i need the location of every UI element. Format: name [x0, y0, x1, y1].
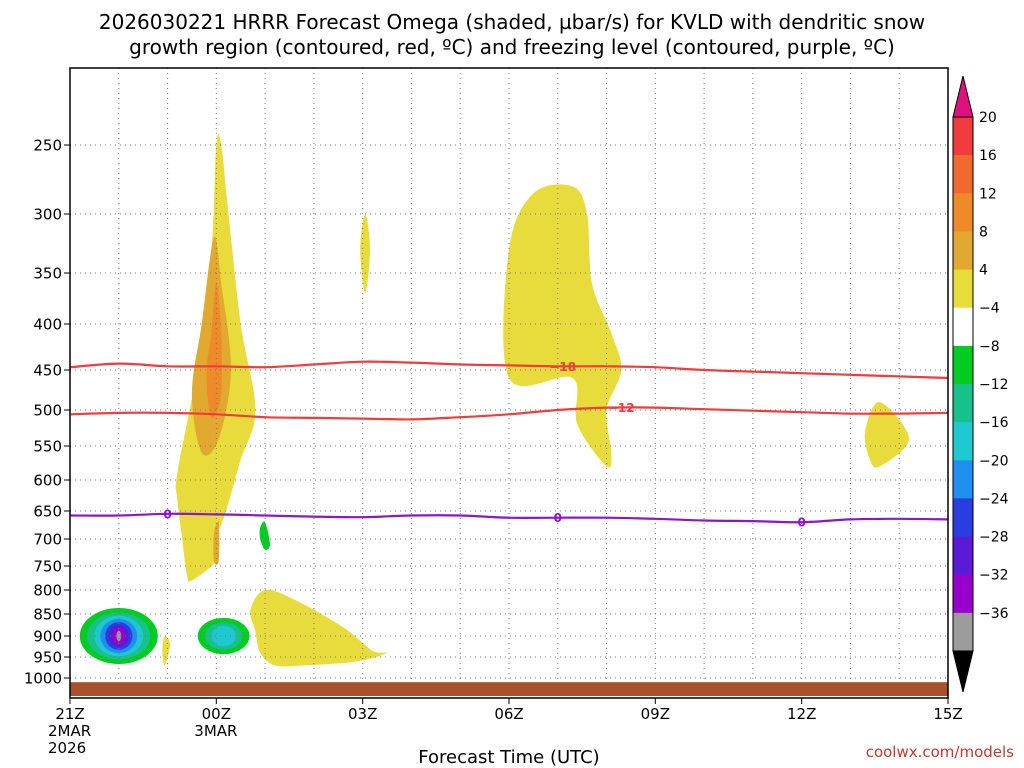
colorbar-band — [953, 155, 973, 194]
x-tick-label: 15Z — [933, 705, 962, 723]
omega-region-blob-1230z — [864, 401, 909, 468]
y-axis-ticks: 250 300 350 400 450 500 550 600 650 700 750 800 850 9… — [24, 137, 70, 688]
colorbar-band — [953, 269, 973, 309]
x-tick-label: 21Z — [55, 705, 84, 723]
colorbar-band — [953, 307, 973, 347]
y-tick-label: 650 — [33, 503, 62, 521]
y-tick-label: 850 — [33, 606, 62, 624]
y-tick-label: 900 — [33, 628, 62, 646]
colorbar-bottom-arrow — [952, 650, 974, 693]
colorbar-label: −28 — [979, 530, 1009, 546]
y-tick-label: 600 — [33, 472, 62, 490]
x-tick-label: 12Z — [787, 705, 816, 723]
y-tick-label: 350 — [33, 265, 62, 283]
colorbar-label: −32 — [979, 568, 1009, 584]
colorbar-band — [953, 612, 973, 652]
y-tick-label: 500 — [33, 402, 62, 420]
colorbar-label: 12 — [979, 186, 997, 202]
omega-shading — [79, 134, 909, 667]
temperature-contours: −18 −12 0 0 0 — [69, 360, 949, 530]
chart-title-line-1: 2026030221 HRRR Forecast Omega (shaded, … — [99, 10, 925, 34]
y-tick-label: 450 — [33, 362, 62, 380]
colorbar-band — [953, 574, 973, 614]
colorbar-label: −8 — [979, 339, 1000, 355]
contour-dgz-minus-18 — [69, 360, 949, 380]
contour-label-dgz-minus-18: −18 — [549, 360, 576, 374]
y-tick-label: 300 — [33, 206, 62, 224]
chart-title-line-2: growth region (contoured, red, ºC) and f… — [129, 35, 895, 59]
omega-region-low-level-01z — [250, 589, 388, 667]
colorbar-label: 4 — [979, 263, 988, 279]
colorbar-label: 20 — [979, 110, 997, 126]
x-tick-label: 00Z — [202, 705, 231, 723]
credit-text: coolwx.com/models — [866, 743, 1014, 761]
x-tick-sublabel-1: 3MAR — [194, 722, 237, 740]
y-tick-label: 700 — [33, 531, 62, 549]
colorbar-label: 16 — [979, 148, 997, 164]
y-tick-label: 950 — [33, 649, 62, 667]
x-tick-label: 06Z — [494, 705, 523, 723]
y-tick-label: 1000 — [24, 670, 62, 688]
colorbar-band — [953, 345, 973, 385]
colorbar-band — [953, 384, 973, 423]
colorbar-top-arrow — [952, 75, 974, 118]
colorbar: 20 16 12 8 4 −4 −8 −12 −16 −20 −24 −28 −32 −36 — [952, 75, 1009, 693]
contour-label-freezing-level-0: 0 — [554, 511, 562, 525]
contour-freezing-level-0 — [69, 512, 949, 524]
y-tick-label: 550 — [33, 438, 62, 456]
x-tick-label: 09Z — [641, 705, 670, 723]
colorbar-band — [953, 498, 973, 537]
colorbar-band — [953, 117, 973, 156]
colorbar-label: −16 — [979, 415, 1009, 431]
x-tick-sublabel-1: 2MAR — [48, 722, 91, 740]
plot-grid — [70, 68, 948, 698]
colorbar-label: 8 — [979, 224, 988, 240]
x-axis-label: Forecast Time (UTC) — [418, 747, 599, 768]
x-tick-sublabel-2: 2026 — [48, 739, 86, 757]
y-tick-label: 250 — [33, 137, 62, 155]
colorbar-band — [953, 193, 973, 232]
omega-region-plume-07z — [503, 184, 622, 468]
y-tick-label: 400 — [33, 316, 62, 334]
colorbar-label: −36 — [979, 606, 1009, 622]
y-tick-label: 800 — [33, 582, 62, 600]
colorbar-label: −4 — [979, 301, 1000, 317]
colorbar-band — [953, 231, 973, 270]
colorbar-label: −24 — [979, 491, 1009, 507]
contour-label-freezing-level-0: 0 — [163, 507, 171, 521]
omega-region-upper-plume-max — [206, 283, 222, 419]
colorbar-band — [953, 460, 973, 499]
omega-region-mid-blob-0z — [213, 521, 220, 565]
terrain-bar — [70, 682, 948, 696]
colorbar-band — [953, 422, 973, 461]
colorbar-label: −12 — [979, 377, 1009, 393]
x-tick-label: 03Z — [348, 705, 377, 723]
contour-dgz-minus-12 — [69, 406, 949, 421]
omega-sink-2130z-level-7 — [116, 630, 122, 642]
contour-label-dgz-minus-12: −12 — [608, 401, 635, 415]
y-tick-label: 750 — [33, 558, 62, 576]
colorbar-label: −20 — [979, 453, 1009, 469]
omega-sink-2330z-level-2 — [211, 625, 236, 647]
omega-region-tiny-green-01z — [259, 521, 270, 551]
contour-label-freezing-level-0: 0 — [798, 516, 806, 530]
colorbar-band — [953, 536, 973, 576]
